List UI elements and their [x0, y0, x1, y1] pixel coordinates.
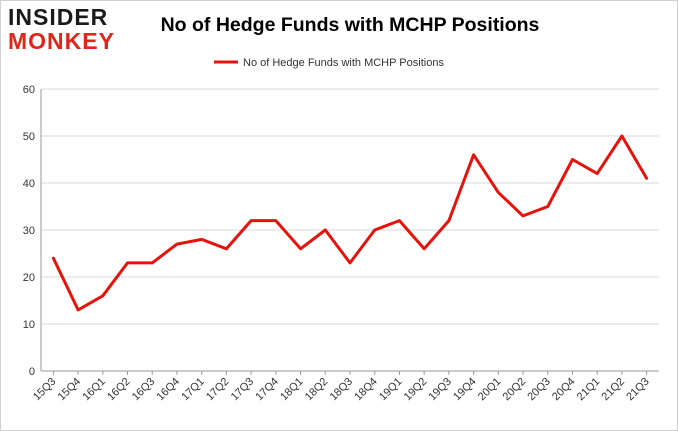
y-tick-label: 40	[23, 178, 35, 190]
y-tick-label: 10	[23, 319, 35, 331]
x-tick-label: 19Q3	[426, 376, 454, 404]
y-tick-labels: 0 10 20 30 40 50 60	[23, 84, 35, 378]
x-tick-label: 16Q1	[80, 376, 108, 404]
y-tick-label: 0	[29, 366, 35, 378]
x-tick-label: 21Q2	[600, 376, 628, 404]
legend-label: No of Hedge Funds with MCHP Positions	[243, 57, 444, 69]
x-tick-label: 20Q2	[501, 376, 529, 404]
axes	[40, 89, 659, 375]
x-tick-label: 21Q3	[624, 376, 652, 404]
x-tick-label: 19Q1	[377, 376, 405, 404]
series-line-0	[51, 134, 649, 312]
y-tick-label: 20	[23, 272, 35, 284]
series-lines	[51, 134, 649, 312]
x-tick-label: 17Q2	[204, 376, 232, 404]
x-tick-label: 16Q4	[155, 376, 183, 404]
x-tick-label: 20Q1	[476, 376, 504, 404]
x-tick-label: 18Q4	[352, 376, 380, 404]
x-tick-label: 17Q1	[179, 376, 207, 404]
x-tick-label: 16Q3	[130, 376, 158, 404]
x-tick-label: 19Q4	[451, 376, 479, 404]
legend: No of Hedge Funds with MCHP Positions	[214, 57, 444, 69]
y-tick-label: 50	[23, 131, 35, 143]
x-tick-label: 15Q4	[56, 376, 84, 404]
x-tick-label: 20Q3	[525, 376, 553, 404]
y-tick-label: 30	[23, 225, 35, 237]
logo-line-1: INSIDER	[8, 4, 109, 30]
x-tick-label: 20Q4	[550, 376, 578, 404]
x-tick-label: 17Q4	[253, 376, 281, 404]
x-tick-label: 18Q1	[278, 376, 306, 404]
x-tick-label: 15Q3	[31, 376, 59, 404]
insider-monkey-logo: INSIDER MONKEY	[8, 6, 128, 53]
x-tick-label: 16Q2	[105, 376, 133, 404]
x-tick-label: 17Q3	[229, 376, 257, 404]
x-tick-label: 18Q2	[303, 376, 331, 404]
x-tick-label: 18Q3	[328, 376, 356, 404]
chart-title: No of Hedge Funds with MCHP Positions	[160, 14, 540, 36]
x-tick-labels: 15Q315Q416Q116Q216Q316Q417Q117Q217Q317Q4…	[31, 376, 652, 404]
y-tick-label: 60	[23, 84, 35, 96]
x-tick-label: 21Q1	[575, 376, 603, 404]
grid-lines	[41, 88, 659, 325]
x-tick-label: 19Q2	[402, 376, 430, 404]
logo-line-2: MONKEY	[8, 28, 115, 54]
